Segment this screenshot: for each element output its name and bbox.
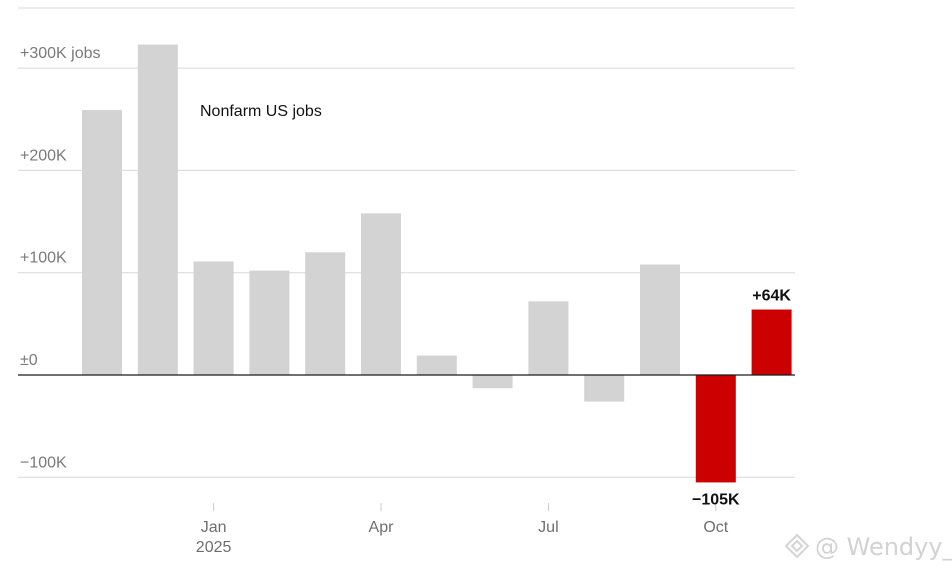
- bars-layer: [18, 44, 795, 483]
- y-tick-label: −100K: [20, 454, 67, 471]
- x-tick-label: Jan: [201, 519, 227, 536]
- bar: [305, 252, 346, 375]
- data-label: −105K: [692, 491, 740, 508]
- y-tick-label: +200K: [20, 147, 67, 164]
- bar-highlight: [695, 375, 736, 483]
- bar-highlight: [751, 309, 792, 375]
- x-tick-label: Oct: [703, 519, 728, 536]
- chart-title: Nonfarm US jobs: [200, 103, 322, 120]
- watermark: @ Wendyy_: [784, 533, 952, 561]
- diamond-logo-icon: [784, 533, 810, 559]
- y-tick-label: +300K jobs: [20, 45, 101, 62]
- x-tick-label: Jul: [538, 519, 558, 536]
- y-tick-label: +100K: [20, 250, 67, 267]
- bar: [137, 44, 178, 376]
- watermark-text: @ Wendyy_: [815, 533, 952, 561]
- bar: [584, 375, 625, 402]
- x-tick-label: Apr: [369, 519, 395, 536]
- bar: [361, 213, 401, 375]
- bar: [249, 270, 290, 375]
- grid-layer: [18, 7, 795, 511]
- bar: [472, 375, 513, 389]
- data-label: +64K: [752, 288, 791, 305]
- labels-layer: +300K jobs +200K +100K ±0 −100K Jan 2025 Apr Jul…: [20, 45, 791, 556]
- bar: [528, 301, 569, 375]
- bar: [416, 355, 457, 375]
- bar: [193, 261, 234, 375]
- x-tick-sublabel: 2025: [196, 539, 232, 556]
- y-tick-label: ±0: [20, 352, 38, 369]
- bar: [82, 110, 122, 375]
- bar: [640, 264, 680, 375]
